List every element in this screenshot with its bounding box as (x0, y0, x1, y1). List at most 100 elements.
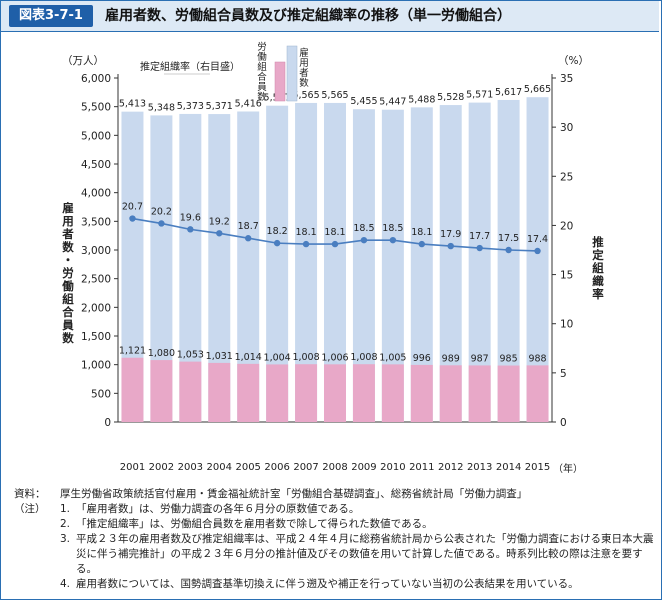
chart-area: 0 500 1,000 1,500 2,000 2,500 3,000 3,500 4,000 4… (0, 34, 660, 484)
union-value-label: 1,004 (264, 352, 291, 363)
source-row: 資料： 厚生労働省政策統括官付雇用・賃金福祉統計室「労働組合基礎調査」、総務省統… (14, 487, 654, 502)
union-value-label: 988 (528, 353, 546, 364)
left-axis-title-char: 労 (62, 266, 74, 280)
legend-union-label-char: 組 (257, 61, 267, 73)
note-text-2: 「推定組織率」は、労働組合員数を雇用者数で除して得られた数値である。 (76, 518, 433, 530)
left-tick-label: 0 (104, 417, 111, 429)
union-member-bar (121, 357, 144, 422)
right-tick-label: 0 (560, 417, 567, 429)
employee-bar (526, 97, 549, 422)
union-value-label: 996 (413, 353, 431, 364)
x-tick-label: 2013 (467, 462, 492, 473)
right-axis-title: 推定組織率 (592, 235, 604, 301)
legend-employee-swatch (286, 45, 298, 102)
rate-point (447, 242, 454, 250)
note-num-1: 1. (60, 503, 71, 515)
employee-bar (497, 99, 520, 422)
x-tick-label: 2001 (120, 462, 145, 473)
employee-bar (295, 102, 318, 422)
union-member-bar (266, 364, 289, 422)
rate-point (505, 246, 512, 254)
left-axis-title-char: 用 (61, 214, 74, 228)
left-tick-label: 500 (91, 388, 111, 400)
note-num-3: 3. (60, 533, 71, 545)
left-tick-label: 3,500 (81, 216, 111, 228)
left-axis-title-char: 組 (62, 292, 74, 306)
left-tick-label: 5,000 (81, 130, 111, 142)
employee-value-label: 5,565 (321, 90, 348, 101)
x-tick-label: 2002 (149, 462, 174, 473)
rate-point (534, 247, 541, 255)
figure-label: 図表3-7-1 (9, 5, 93, 27)
union-value-label: 1,008 (350, 352, 377, 363)
note-text-4: 雇用者数については、国勢調査基準切換えに伴う遡及や補正を行っていない当初の公表結… (76, 578, 579, 590)
employee-bar (324, 102, 346, 422)
note-num-4: 4. (60, 578, 71, 590)
union-member-bar (237, 363, 260, 422)
legend-union-label-char: 働 (257, 51, 267, 63)
rate-value-label: 19.2 (209, 216, 230, 227)
union-value-label: 1,053 (177, 350, 204, 361)
x-tick-label: 2009 (351, 462, 376, 473)
x-tick-label: 2008 (322, 462, 347, 473)
right-axis-title-char: 推 (592, 235, 604, 249)
legend-union-swatch (274, 61, 286, 102)
employee-bar (381, 109, 404, 423)
left-axis-title-char: 雇 (62, 201, 74, 215)
union-member-bar (468, 365, 491, 422)
union-member-bar (295, 364, 318, 422)
right-axis-title-char: 率 (592, 287, 604, 301)
x-tick-label: 2010 (380, 462, 405, 473)
union-value-label: 1,006 (321, 352, 348, 363)
legend-employee-label-char: 者 (299, 68, 309, 79)
right-axis-title-char: 組 (592, 261, 604, 275)
employee-value-label: 5,617 (495, 87, 522, 98)
right-tick-label: 25 (560, 171, 573, 183)
rate-point (273, 239, 281, 247)
union-member-bar (439, 365, 462, 422)
note-row-4: 4. 雇用者数については、国勢調査基準切換えに伴う遡及や補正を行っていない当初の… (14, 577, 654, 592)
employee-value-label: 5,416 (235, 98, 262, 109)
x-tick-label: 2011 (409, 462, 434, 473)
right-tick-label: 10 (560, 319, 573, 331)
x-axis-unit: （年） (553, 462, 583, 475)
rate-value-label: 17.5 (498, 233, 519, 244)
note-row-2: 2. 「推定組織率」は、労働組合員数を雇用者数で除して得られた数値である。 (14, 517, 654, 532)
right-axis-title-char: 織 (592, 274, 604, 288)
legend-employee-label-char: 数 (299, 77, 309, 89)
figure-title: 雇用者数、労働組合員数及び推定組織率の推移（単一労働組合） (105, 8, 511, 24)
x-tick-label: 2005 (235, 462, 260, 473)
left-axis-title-char: ・ (62, 253, 74, 267)
rate-point (389, 236, 397, 244)
left-axis-title-char: 数 (62, 240, 74, 254)
note-prefix: （注） (14, 503, 46, 515)
left-tick-label: 3,000 (81, 245, 111, 257)
legend-employee-label-char: 雇 (299, 47, 309, 59)
employee-bar (410, 107, 433, 422)
legend-union-label: 労働組合員数 (257, 41, 267, 103)
employee-value-label: 5,348 (148, 102, 175, 113)
x-tick-label: 2006 (264, 462, 289, 473)
note-text-1: 「雇用者数」は、労働力調査の各年６月分の原数値である。 (76, 503, 360, 515)
left-axis-title-char: 員 (61, 318, 74, 332)
employee-bar (468, 102, 491, 422)
employee-bar (150, 115, 173, 422)
rate-value-label: 18.1 (411, 227, 432, 238)
union-member-bar (526, 365, 549, 422)
right-tick-label: 5 (560, 368, 567, 380)
employee-value-label: 5,373 (177, 101, 204, 112)
bars-group (121, 97, 549, 423)
employee-value-label: 5,488 (408, 94, 435, 105)
note-num-2: 2. (60, 518, 71, 530)
source-text: 厚生労働省政策統括官付雇用・賃金福祉統計室「労働組合基礎調査」、総務省統計局「労… (60, 488, 528, 500)
left-axis-title-char: 働 (61, 279, 74, 293)
left-axis-unit: （万人） (62, 55, 104, 67)
union-member-bar (410, 364, 433, 422)
union-value-label: 1,008 (292, 352, 319, 363)
left-tick-label: 4,500 (81, 159, 111, 171)
legend-union-label-char: 合 (257, 71, 267, 83)
axes-group: 0 500 1,000 1,500 2,000 2,500 3,000 3,500 4,000 4… (61, 55, 604, 475)
employee-value-label: 5,371 (206, 101, 233, 112)
rate-point (360, 236, 368, 244)
legend-employee-label-char: 用 (299, 58, 309, 69)
